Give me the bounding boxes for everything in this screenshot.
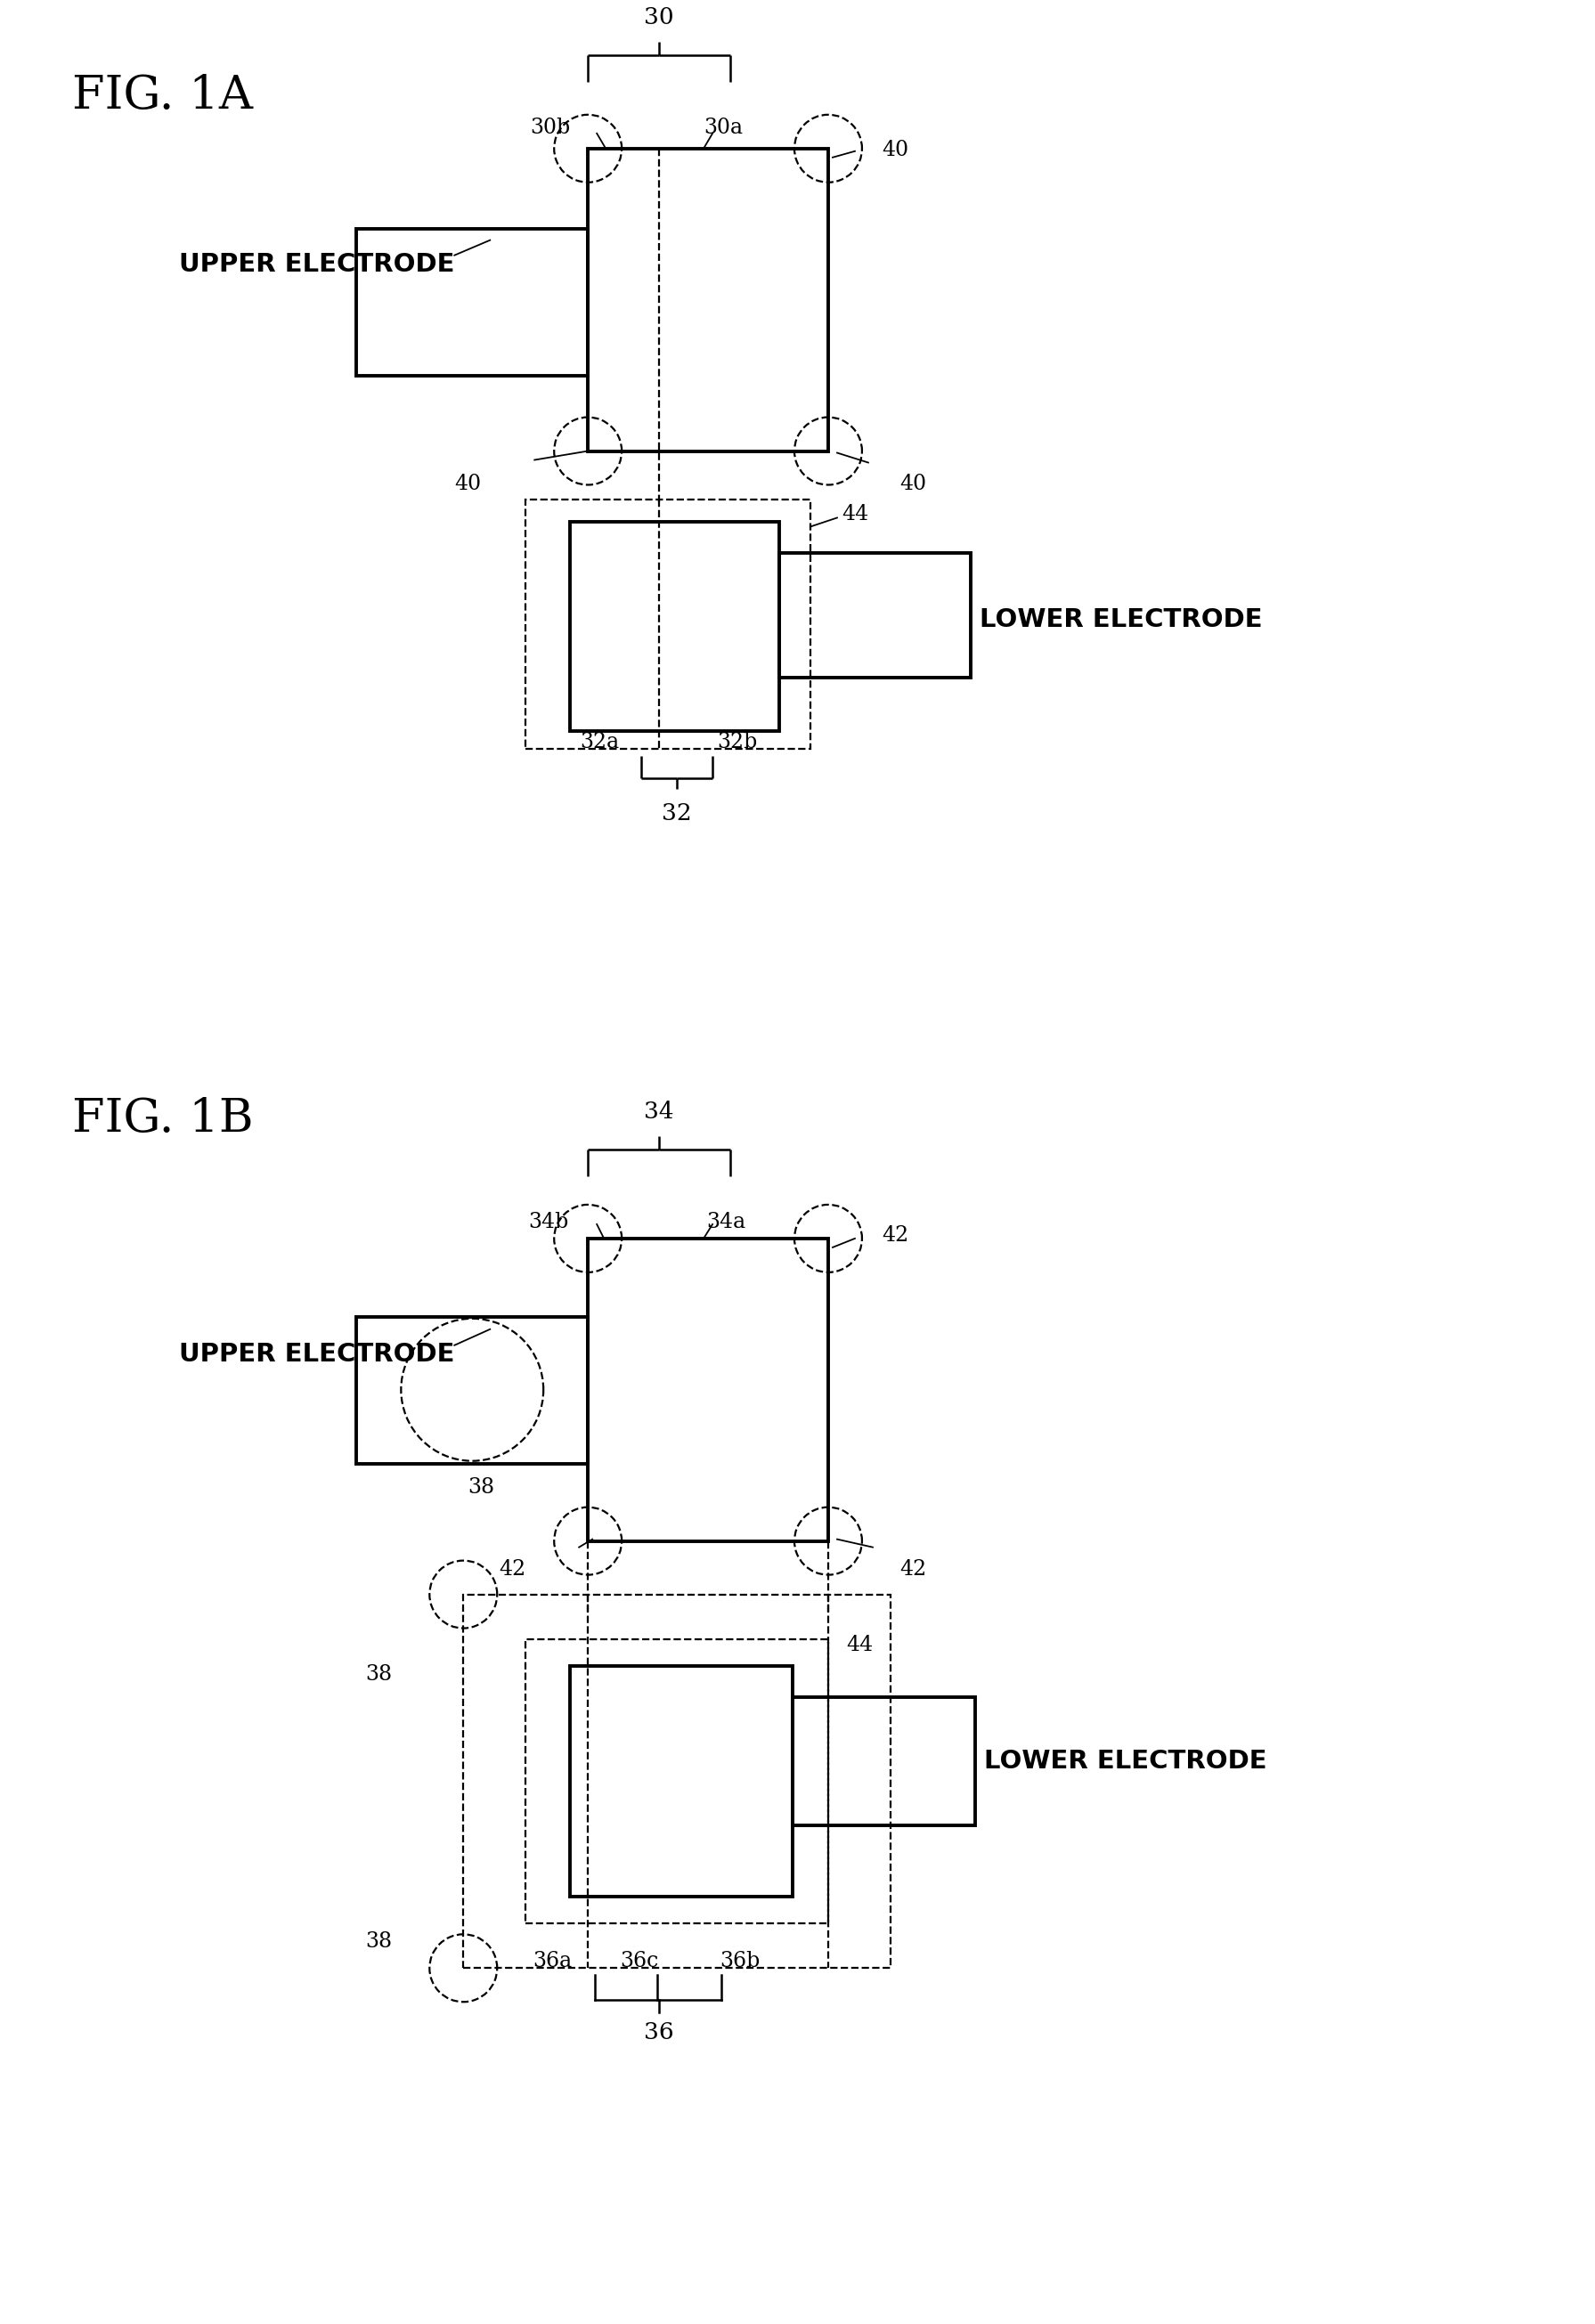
Bar [780,553,971,679]
Text: 36b: 36b [719,1952,759,1971]
Text: UPPER ELECTRODE: UPPER ELECTRODE [179,1341,455,1367]
Text: 34: 34 [644,1102,675,1122]
Text: LOWER ELECTRODE: LOWER ELECTRODE [984,1750,1266,1773]
Bar [793,1697,975,1827]
Text: FIG. 1A: FIG. 1A [72,72,252,119]
Text: 40: 40 [882,139,909,160]
Text: 38: 38 [365,1931,392,1952]
Bar [526,500,810,748]
Bar [589,149,828,451]
Text: 40: 40 [455,474,482,493]
Text: UPPER ELECTRODE: UPPER ELECTRODE [179,251,455,277]
Text: 36a: 36a [533,1952,573,1971]
Text: 36: 36 [644,2022,675,2043]
Text: 38: 38 [365,1664,392,1685]
Text: 42: 42 [900,1559,927,1580]
Bar [463,1594,890,1968]
Bar [569,1666,793,1896]
Text: 36c: 36c [620,1952,659,1971]
Text: 30a: 30a [703,119,743,137]
Text: 40: 40 [900,474,927,493]
Text: 44: 44 [842,504,869,525]
Text: FIG. 1B: FIG. 1B [72,1097,254,1141]
Bar [589,1239,828,1541]
Text: 32a: 32a [579,732,619,753]
Text: 42: 42 [882,1225,909,1246]
Text: 42: 42 [499,1559,526,1580]
Text: 30: 30 [644,7,675,28]
Text: 34a: 34a [707,1211,745,1232]
Text: LOWER ELECTRODE: LOWER ELECTRODE [979,607,1262,632]
Text: 44: 44 [845,1634,872,1655]
Text: 30b: 30b [530,119,569,137]
Bar [569,523,780,732]
Text: 34b: 34b [528,1211,568,1232]
Bar [357,1318,589,1464]
Text: 32b: 32b [718,732,758,753]
Bar [357,228,589,376]
Text: 32: 32 [662,802,692,825]
Text: 38: 38 [467,1478,494,1499]
Bar [526,1638,828,1924]
